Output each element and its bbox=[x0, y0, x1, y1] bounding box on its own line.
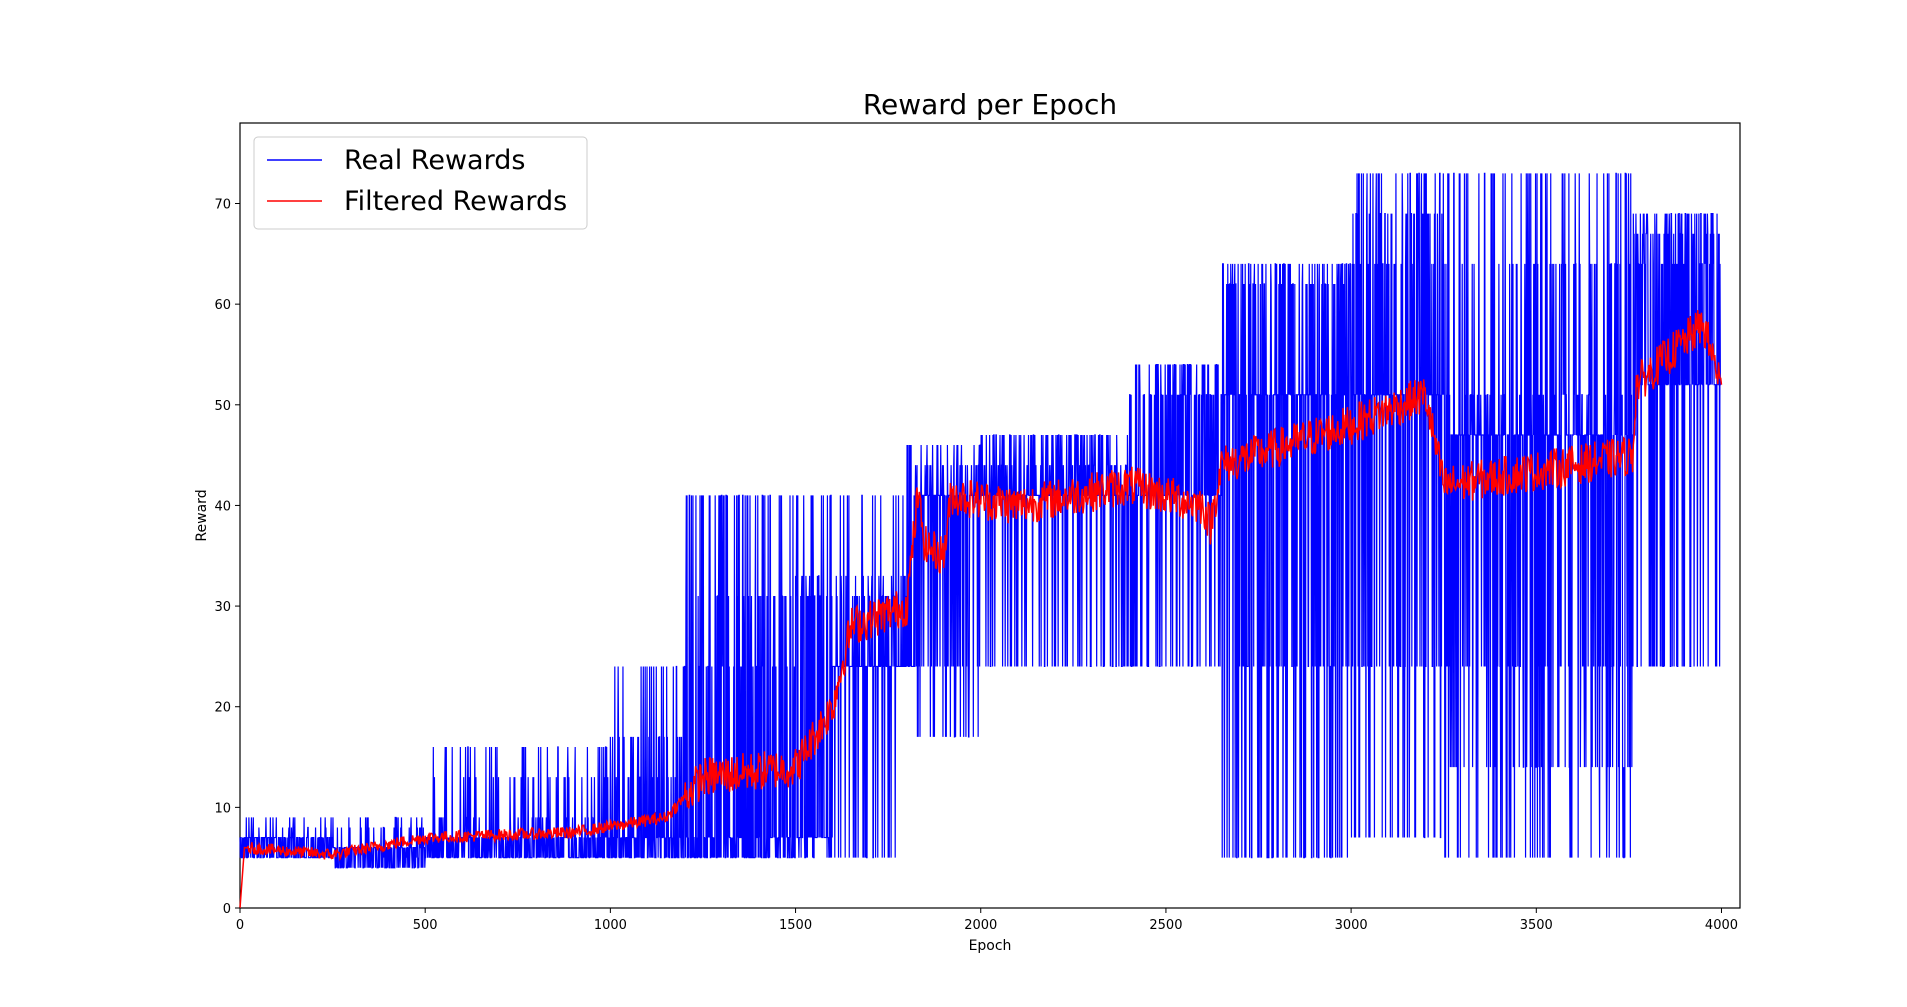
y-tick-label: 0 bbox=[223, 902, 231, 917]
x-tick-label: 3000 bbox=[1335, 918, 1368, 933]
chart-title: Reward per Epoch bbox=[863, 88, 1117, 121]
legend-label-real-rewards: Real Rewards bbox=[344, 145, 525, 176]
legend-label-filtered-rewards: Filtered Rewards bbox=[344, 186, 567, 217]
y-axis: 0 10 20 30 40 50 60 70 bbox=[214, 198, 240, 917]
series-filtered-rewards-line bbox=[239, 310, 1723, 909]
y-tick-label: 10 bbox=[214, 801, 231, 816]
y-tick-label: 70 bbox=[214, 198, 231, 213]
y-axis-label: Reward bbox=[194, 489, 210, 541]
x-tick-label: 0 bbox=[236, 918, 244, 933]
x-tick-label: 3500 bbox=[1520, 918, 1553, 933]
x-tick-label: 1000 bbox=[594, 918, 627, 933]
x-tick-label: 2500 bbox=[1149, 918, 1182, 933]
series-real-rewards-line bbox=[239, 172, 1722, 869]
y-tick-label: 30 bbox=[214, 600, 231, 615]
y-tick-label: 20 bbox=[214, 701, 231, 716]
legend-box bbox=[253, 136, 588, 230]
x-axis: 0 500 1000 1500 2000 2500 3000 3500 4000 bbox=[236, 908, 1738, 933]
legend: Real Rewards Filtered Rewards bbox=[253, 136, 588, 230]
x-tick-label: 500 bbox=[413, 918, 438, 933]
x-axis-label: Epoch bbox=[969, 938, 1012, 954]
y-tick-label: 60 bbox=[214, 298, 231, 313]
y-tick-label: 40 bbox=[214, 499, 231, 514]
y-tick-label: 50 bbox=[214, 399, 231, 414]
x-tick-label: 4000 bbox=[1705, 918, 1738, 933]
plot-area bbox=[239, 122, 1741, 909]
x-tick-label: 2000 bbox=[964, 918, 997, 933]
x-tick-label: 1500 bbox=[779, 918, 812, 933]
